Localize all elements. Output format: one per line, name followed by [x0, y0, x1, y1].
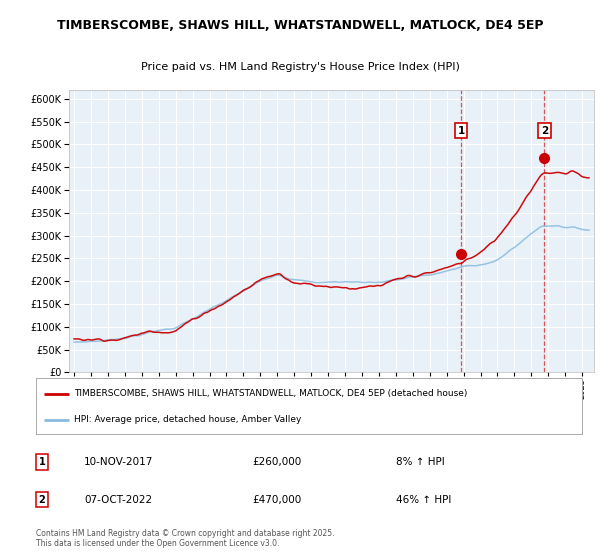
Text: 1: 1: [38, 457, 46, 467]
Text: TIMBERSCOMBE, SHAWS HILL, WHATSTANDWELL, MATLOCK, DE4 5EP: TIMBERSCOMBE, SHAWS HILL, WHATSTANDWELL,…: [57, 18, 543, 31]
Text: 2: 2: [38, 494, 46, 505]
Text: Price paid vs. HM Land Registry's House Price Index (HPI): Price paid vs. HM Land Registry's House …: [140, 62, 460, 72]
Text: £470,000: £470,000: [252, 494, 301, 505]
Text: 46% ↑ HPI: 46% ↑ HPI: [396, 494, 451, 505]
Text: 10-NOV-2017: 10-NOV-2017: [84, 457, 154, 467]
Text: HPI: Average price, detached house, Amber Valley: HPI: Average price, detached house, Ambe…: [74, 416, 302, 424]
Text: £260,000: £260,000: [252, 457, 301, 467]
Text: 2: 2: [541, 125, 548, 136]
Text: 8% ↑ HPI: 8% ↑ HPI: [396, 457, 445, 467]
Text: 07-OCT-2022: 07-OCT-2022: [84, 494, 152, 505]
Text: TIMBERSCOMBE, SHAWS HILL, WHATSTANDWELL, MATLOCK, DE4 5EP (detached house): TIMBERSCOMBE, SHAWS HILL, WHATSTANDWELL,…: [74, 389, 467, 398]
Text: Contains HM Land Registry data © Crown copyright and database right 2025.
This d: Contains HM Land Registry data © Crown c…: [36, 529, 335, 548]
Text: 1: 1: [458, 125, 465, 136]
